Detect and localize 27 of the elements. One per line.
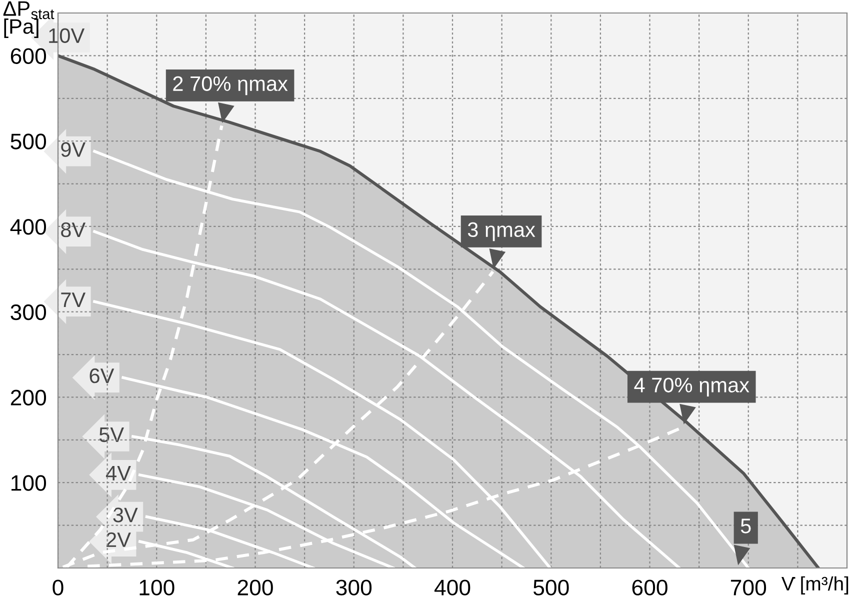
x-tick-label: 300: [336, 580, 372, 596]
annotation: 3 ηmax: [468, 222, 536, 242]
x-tick-label: 400: [434, 580, 470, 596]
series-label: 8V: [61, 222, 86, 238]
series-label: 5V: [99, 428, 124, 442]
x-axis-title: V̇ [m³/h]: [781, 576, 848, 594]
annotation: 4 70% ηmax: [634, 378, 750, 397]
series-label: 7V: [61, 292, 86, 307]
x-tick-label: 600: [632, 580, 668, 596]
y-tick-label: 500: [10, 134, 46, 150]
x-tick-label: 200: [238, 580, 273, 596]
y-tick-label: 400: [10, 218, 46, 235]
series-label: 2V: [106, 532, 131, 547]
series-label: 4V: [106, 466, 131, 480]
series-label: 9V: [61, 142, 86, 157]
y-tick-label: 300: [10, 304, 46, 320]
annotation: 2 70% ηmax: [173, 76, 288, 96]
x-tick-label: 100: [140, 580, 174, 596]
x-tick-label: 500: [533, 580, 569, 596]
annotation: 5: [740, 518, 751, 534]
y-tick-label: 100: [12, 475, 46, 491]
series-label: 3V: [113, 508, 138, 522]
x-tick-label: 0: [52, 580, 64, 596]
x-tick-label: 700: [730, 580, 766, 596]
series-label: 6V: [90, 368, 114, 384]
y-tick-label: 200: [10, 390, 46, 406]
y-tick-label: 600: [10, 48, 46, 64]
